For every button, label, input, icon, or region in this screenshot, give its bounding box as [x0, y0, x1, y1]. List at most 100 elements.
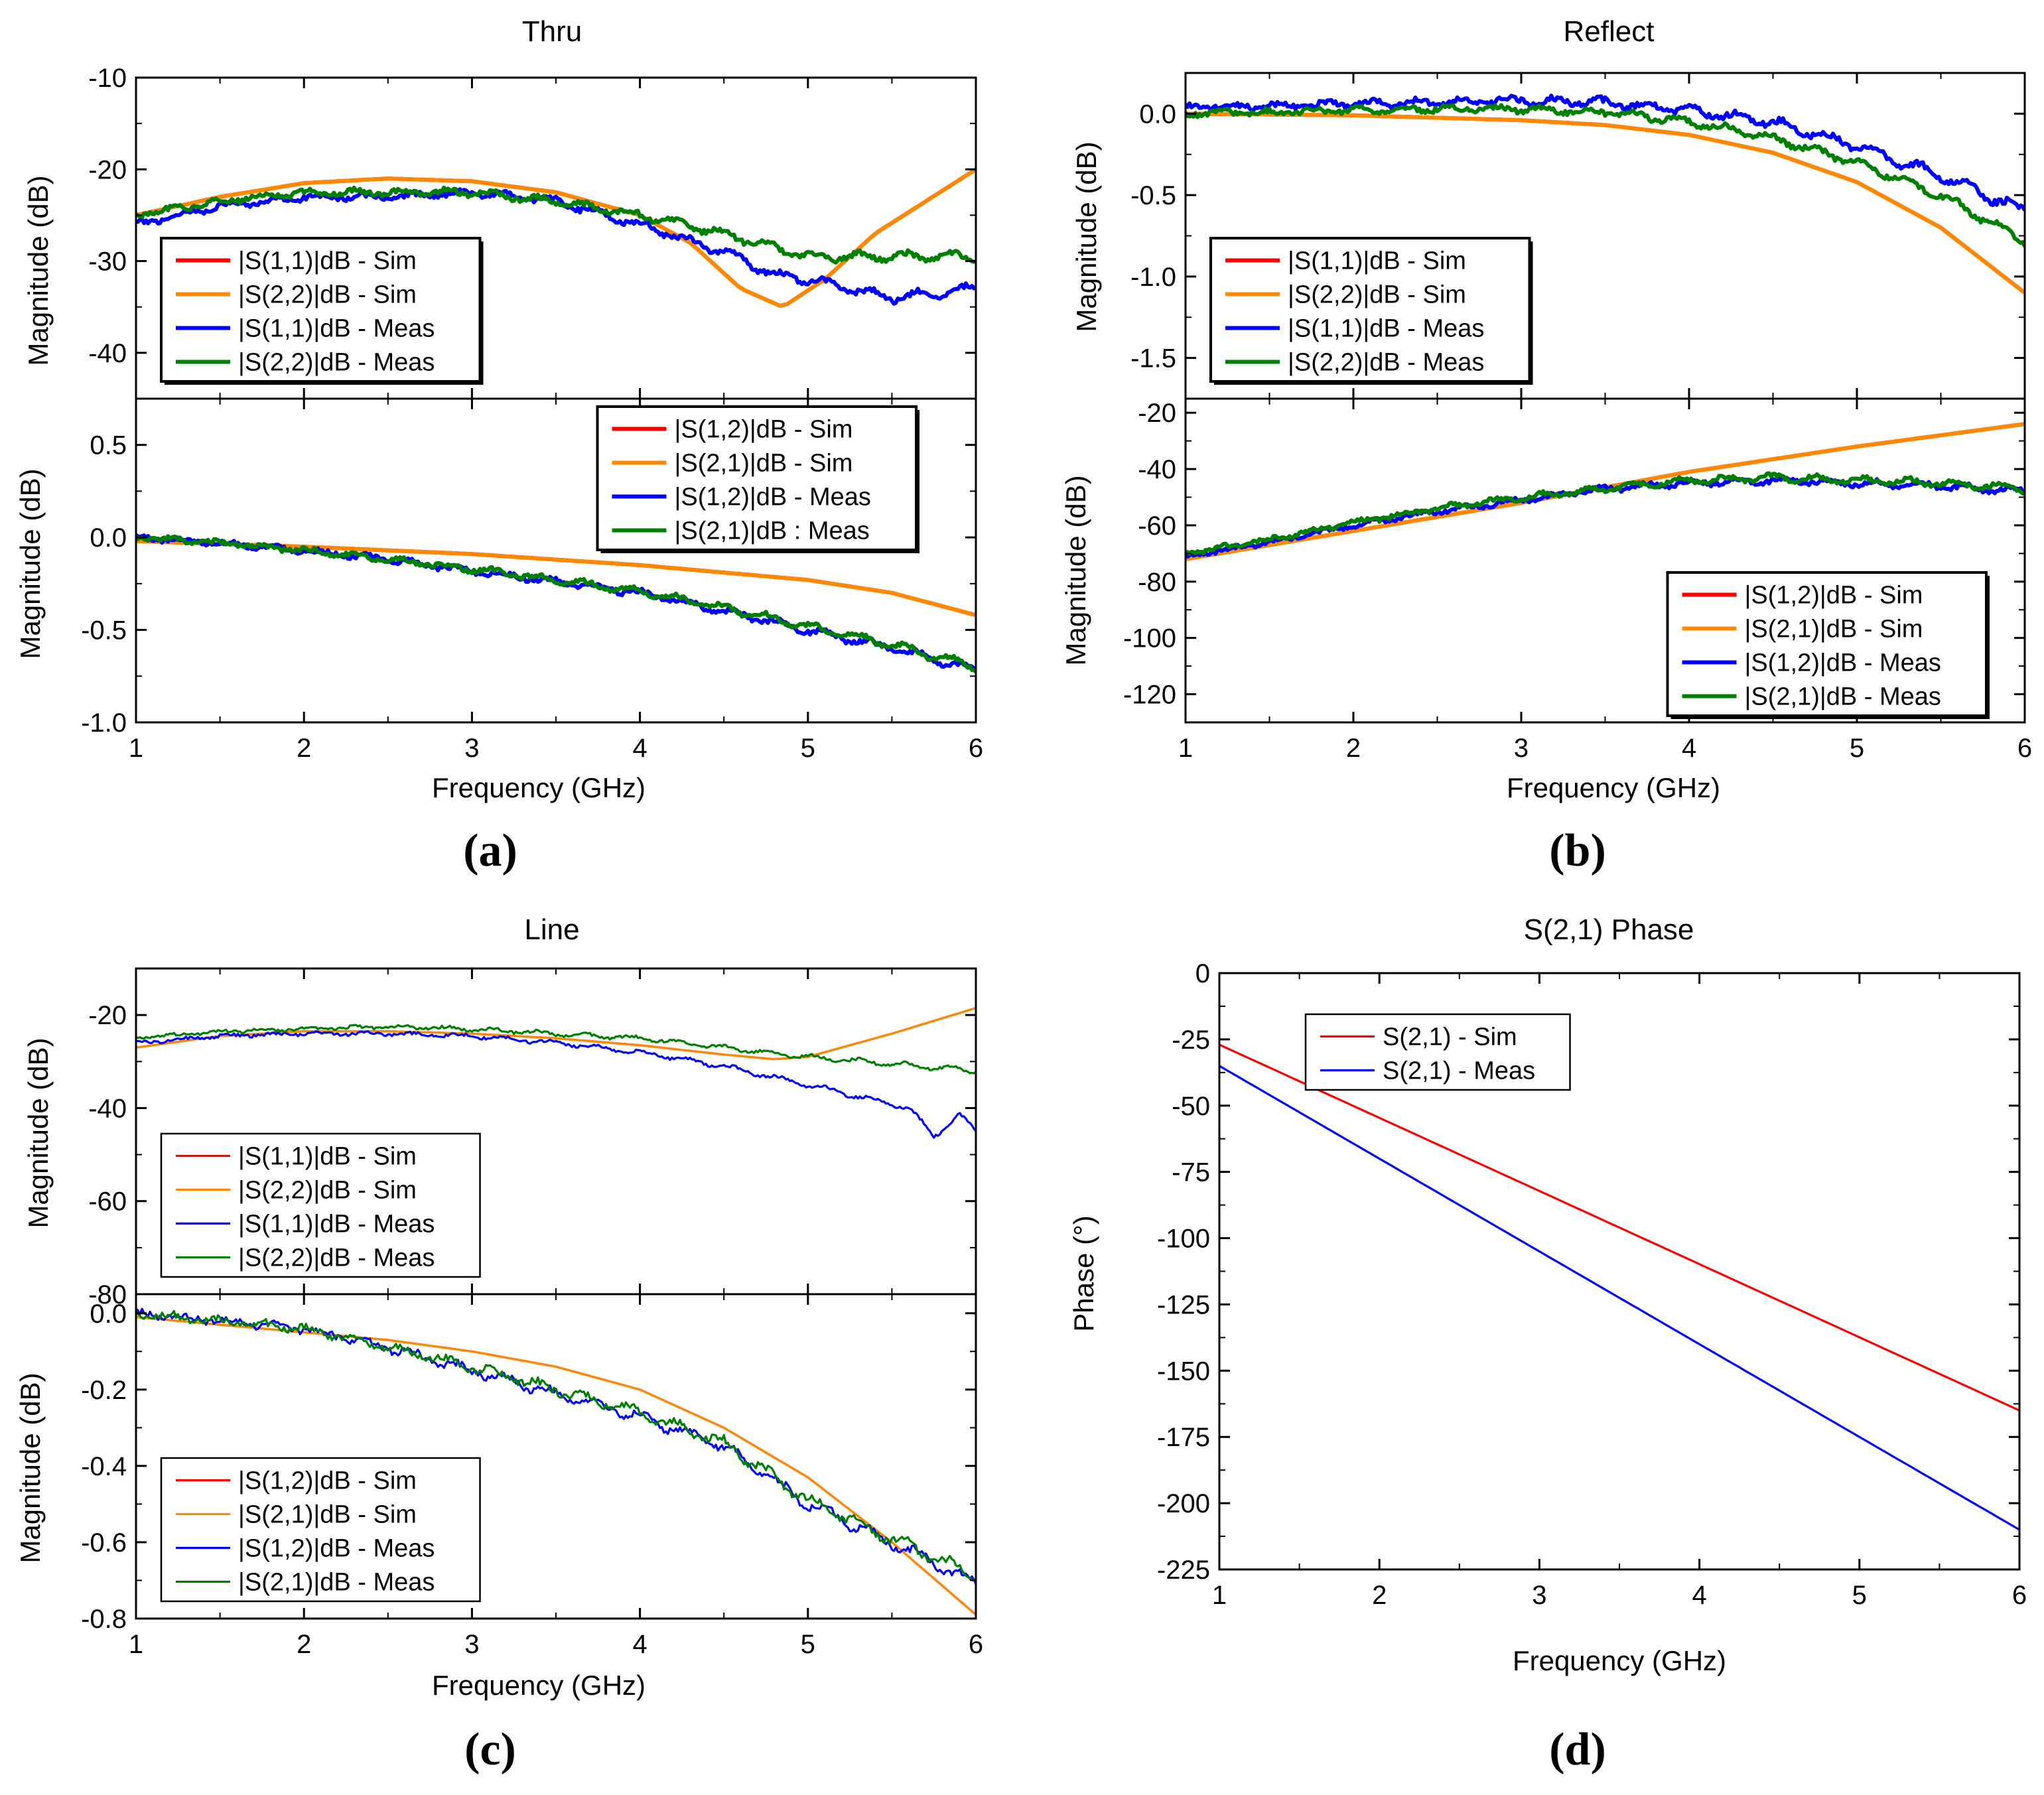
legend: |S(1,1)|dB - Sim |S(2,2)|dB - Sim |S(1,1)|… — [160, 237, 484, 385]
x-tick-label: 4 — [632, 734, 647, 763]
y-tick-label: 0.0 — [90, 523, 127, 553]
legend-label-s-1-2-db-sim: |S(1,2)|dB - Sim — [675, 416, 853, 444]
series-line-s-2-1-meas — [1219, 1065, 2019, 1531]
legend-label-s-2-1-db-meas: |S(2,1)|dB - Meas — [1745, 683, 1941, 711]
panel-thru-reflection: -10 -20 -30 -40 |S(1,1)|dB - Sim |S(2,2)|dB -… — [88, 64, 977, 400]
xlabel-a: Frequency (GHz) — [432, 772, 646, 803]
y-tick-label: -200 — [1157, 1489, 1210, 1518]
x-tick-label: 6 — [969, 1630, 983, 1659]
x-tick-label: 6 — [2012, 1581, 2027, 1610]
legend-label-s-1-2-db-sim: |S(1,2)|dB - Sim — [238, 1467, 417, 1495]
legend-label-s-1-1-db-sim: |S(1,1)|dB - Sim — [238, 247, 417, 275]
y-tick-label: -100 — [1157, 1225, 1210, 1254]
panel-label-c: (c) — [464, 1724, 516, 1775]
legend-label-s-2-2-db-meas: |S(2,2)|dB - Meas — [1288, 349, 1484, 377]
y-tick-label: -0.5 — [81, 616, 127, 645]
y-tick-label: -20 — [88, 155, 127, 184]
series-line-s-2-2-db-sim — [136, 1007, 976, 1061]
x-tick-label: 5 — [1852, 1581, 1867, 1610]
y-tick-label: -30 — [88, 247, 127, 277]
series-line-s-1-1-db-meas — [136, 1030, 976, 1139]
series-line-s-2-1-db-sim — [136, 1315, 976, 1616]
ylabel-b-bottom: Magnitude (dB) — [1060, 475, 1091, 665]
legend-label-s-1-2-db-sim: |S(1,2)|dB - Sim — [1745, 582, 1923, 610]
legend-box — [1209, 237, 1531, 383]
y-tick-label: -0.4 — [81, 1452, 127, 1481]
y-tick-label: -80 — [1138, 568, 1176, 597]
legend-label-s-2-2-db-sim: |S(2,2)|dB - Sim — [1288, 281, 1466, 309]
y-tick-label: -1.5 — [1130, 344, 1176, 373]
title-thru: Thru — [522, 15, 582, 48]
y-tick-label: 0.0 — [1139, 100, 1176, 129]
series-line-s-2-2-db-meas — [136, 185, 976, 265]
x-tick-label: 2 — [1346, 734, 1361, 763]
y-tick-label: -20 — [1138, 399, 1176, 428]
panel-line-transmission: 0.0 -0.2 -0.4 -0.6 -0.81 2 3 4 5 6 |S(1,2)|dB - Si… — [81, 1293, 983, 1659]
legend-label-s-1-1-db-sim: |S(1,1)|dB - Sim — [1288, 247, 1466, 275]
legend-label-s-1-2-db-meas: |S(1,2)|dB - Meas — [238, 1535, 435, 1563]
series-line-s-2-1-sim — [1219, 1043, 2019, 1412]
x-tick-label: 6 — [969, 734, 983, 763]
legend-label-s-2-1-db-sim: |S(2,1)|dB - Sim — [238, 1501, 417, 1529]
x-tick-label: 3 — [464, 1630, 479, 1659]
x-tick-label: 6 — [2017, 734, 2032, 763]
x-tick-label: 1 — [129, 734, 143, 763]
y-tick-label: -60 — [1138, 511, 1176, 541]
legend-label-s-1-1-db-meas: |S(1,1)|dB - Meas — [238, 315, 435, 343]
y-tick-label: 0.5 — [90, 431, 127, 460]
title-reflect: Reflect — [1564, 15, 1655, 48]
legend-label-s-1-2-db-meas: |S(1,2)|dB - Meas — [1745, 649, 1941, 677]
y-tick-label: -1.0 — [81, 708, 127, 738]
ylabel-c-bottom: Magnitude (dB) — [15, 1372, 46, 1563]
series-line-s-2-2-db-sim — [136, 167, 976, 308]
y-tick-label: -225 — [1157, 1556, 1210, 1585]
legend-box — [160, 1457, 481, 1603]
y-tick-label: -0.5 — [1130, 181, 1176, 210]
x-tick-label: 5 — [801, 1630, 815, 1659]
panel-label-a: (a) — [463, 825, 517, 876]
y-tick-label: -60 — [88, 1187, 127, 1217]
y-tick-label: -0.6 — [81, 1528, 127, 1558]
series-line-s-2-1-db-meas — [1186, 471, 2025, 556]
y-tick-label: -75 — [1172, 1158, 1210, 1187]
legend: |S(1,2)|dB - Sim |S(2,1)|dB - Sim |S(1,2)|… — [160, 1457, 481, 1603]
ylabel-a-bottom: Magnitude (dB) — [15, 468, 46, 659]
panel-reflect-reflection: 0.0 -0.5 -1.0 -1.5 |S(1,1)|dB - Sim |S(2,2)|d… — [1130, 72, 2026, 400]
y-tick-label: -40 — [1138, 455, 1176, 484]
y-tick-label: -175 — [1157, 1423, 1210, 1452]
x-tick-label: 2 — [1372, 1581, 1387, 1610]
series-line-s-1-1-db-meas — [1186, 94, 2025, 212]
ylabel-b-top: Magnitude (dB) — [1071, 141, 1102, 332]
x-tick-label: 3 — [464, 734, 479, 763]
y-tick-label: 0 — [1195, 959, 1210, 988]
x-tick-label: 2 — [297, 734, 311, 763]
y-tick-label: -1.0 — [1130, 263, 1176, 292]
y-tick-label: -80 — [88, 1280, 127, 1309]
legend-label-s-2-2-db-meas: |S(2,2)|dB - Meas — [238, 1244, 435, 1272]
ylabel-a-top: Magnitude (dB) — [23, 175, 54, 366]
panel-label-d: (d) — [1549, 1724, 1606, 1775]
ylabel-c-top: Magnitude (dB) — [23, 1037, 54, 1228]
y-tick-label: -20 — [88, 1001, 127, 1030]
legend: |S(1,2)|dB - Sim |S(2,1)|dB - Sim |S(1,2)|… — [1666, 571, 1990, 719]
y-tick-label: -10 — [88, 64, 127, 93]
title-phase: S(2,1) Phase — [1524, 913, 1694, 946]
legend-label-s-1-2-db-meas: |S(1,2)|dB - Meas — [675, 484, 871, 511]
series-line-s-2-2-db-meas — [1186, 103, 2025, 247]
y-tick-label: 0.0 — [90, 1299, 127, 1329]
legend-label-s-2-1-meas: S(2,1) - Meas — [1383, 1057, 1535, 1085]
xlabel-b: Frequency (GHz) — [1507, 772, 1720, 803]
legend-label-s-1-1-db-meas: |S(1,1)|dB - Meas — [1288, 315, 1484, 343]
legend-label-s-1-1-db-sim: |S(1,1)|dB - Sim — [238, 1143, 417, 1171]
series-line-s-2-2-db-meas — [136, 1024, 976, 1075]
legend-label-s-2-1-db-meas: |S(2,1)|dB : Meas — [675, 517, 870, 545]
ylabel-d: Phase (°) — [1068, 1215, 1099, 1332]
y-tick-label: -100 — [1123, 624, 1176, 653]
x-tick-label: 5 — [801, 734, 815, 763]
x-tick-label: 4 — [1692, 1581, 1706, 1610]
x-tick-label: 2 — [297, 1630, 311, 1659]
x-tick-label: 1 — [129, 1630, 143, 1659]
y-tick-label: -50 — [1172, 1092, 1210, 1121]
legend-box — [160, 1132, 481, 1278]
